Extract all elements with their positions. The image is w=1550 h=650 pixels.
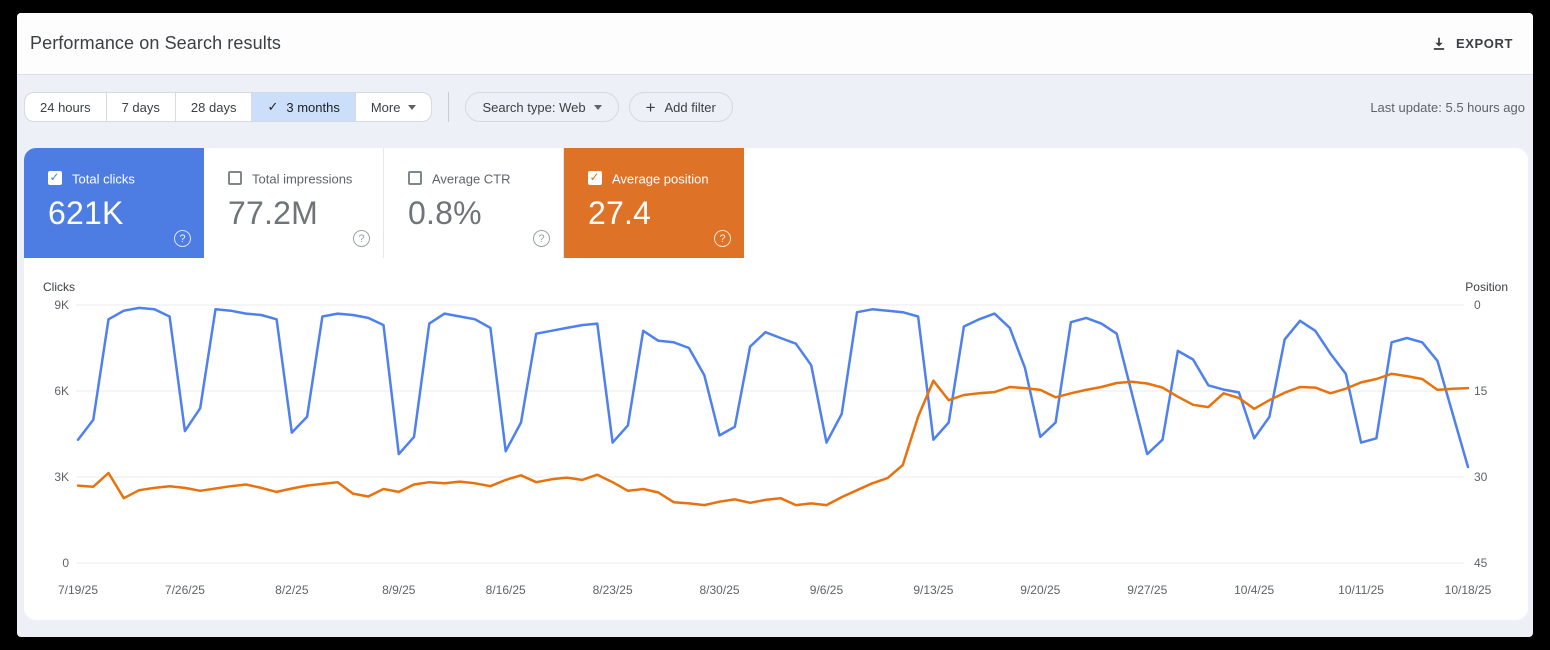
svg-text:7/26/25: 7/26/25 bbox=[165, 583, 205, 597]
svg-text:8/9/25: 8/9/25 bbox=[382, 583, 416, 597]
range-3-months[interactable]: ✓ 3 months bbox=[252, 93, 356, 121]
svg-text:30: 30 bbox=[1474, 470, 1488, 484]
metric-card-average-position[interactable]: Average position 27.4 ? bbox=[564, 148, 744, 258]
svg-text:8/23/25: 8/23/25 bbox=[593, 583, 633, 597]
metric-value: 27.4 bbox=[588, 195, 652, 231]
performance-panel: Total clicks 621K ? Total impressions 77… bbox=[24, 148, 1528, 620]
metric-value: 0.8% bbox=[408, 195, 482, 231]
checkbox-icon[interactable] bbox=[408, 170, 422, 185]
plus-icon: + bbox=[645, 97, 656, 117]
svg-text:45: 45 bbox=[1474, 556, 1488, 570]
svg-text:9/20/25: 9/20/25 bbox=[1020, 583, 1060, 597]
search-console-performance-page: Performance on Search results EXPORT 24 … bbox=[17, 13, 1533, 637]
svg-text:9/13/25: 9/13/25 bbox=[913, 583, 953, 597]
metric-card-total-clicks[interactable]: Total clicks 621K ? bbox=[24, 148, 204, 258]
metric-value: 77.2M bbox=[228, 195, 318, 231]
chevron-down-icon bbox=[408, 104, 417, 110]
svg-text:0: 0 bbox=[62, 556, 69, 570]
search-type-filter[interactable]: Search type: Web bbox=[465, 92, 619, 122]
help-icon[interactable]: ? bbox=[533, 230, 550, 247]
last-update-text: Last update: 5.5 hours ago bbox=[1370, 99, 1525, 115]
svg-text:Clicks: Clicks bbox=[43, 280, 75, 294]
svg-text:10/4/25: 10/4/25 bbox=[1234, 583, 1274, 597]
svg-text:9/6/25: 9/6/25 bbox=[810, 583, 844, 597]
metric-cards: Total clicks 621K ? Total impressions 77… bbox=[24, 148, 744, 258]
page-header: Performance on Search results EXPORT bbox=[17, 13, 1533, 75]
range-more[interactable]: More bbox=[356, 93, 432, 121]
add-filter-button[interactable]: + Add filter bbox=[628, 92, 733, 122]
performance-chart[interactable]: 9K 0 6K 15 3K 30 0 45 Clicks Position 7/19/25 7/26/… bbox=[24, 258, 1528, 620]
checkbox-icon[interactable] bbox=[48, 170, 62, 185]
checkbox-icon[interactable] bbox=[228, 170, 242, 185]
svg-text:7/19/25: 7/19/25 bbox=[58, 583, 98, 597]
checkmark-icon: ✓ bbox=[267, 99, 279, 114]
svg-text:10/18/25: 10/18/25 bbox=[1445, 583, 1492, 597]
svg-text:8/2/25: 8/2/25 bbox=[275, 583, 309, 597]
export-label: EXPORT bbox=[1455, 36, 1513, 51]
metric-card-average-ctr[interactable]: Average CTR 0.8% ? bbox=[384, 148, 564, 258]
divider bbox=[448, 92, 450, 122]
help-icon[interactable]: ? bbox=[174, 230, 191, 247]
svg-text:8/30/25: 8/30/25 bbox=[700, 583, 740, 597]
metric-card-total-impressions[interactable]: Total impressions 77.2M ? bbox=[204, 148, 384, 258]
metric-value: 621K bbox=[48, 195, 124, 231]
range-7-days[interactable]: 7 days bbox=[107, 93, 176, 121]
range-28-days[interactable]: 28 days bbox=[176, 93, 253, 121]
svg-text:0: 0 bbox=[1474, 298, 1481, 312]
chevron-down-icon bbox=[593, 104, 602, 110]
export-button[interactable]: EXPORT bbox=[1421, 30, 1523, 58]
date-range-group: 24 hours 7 days 28 days ✓ 3 months More bbox=[24, 92, 433, 122]
svg-text:10/11/25: 10/11/25 bbox=[1338, 583, 1384, 597]
checkbox-icon[interactable] bbox=[588, 170, 602, 185]
svg-text:6K: 6K bbox=[54, 384, 69, 398]
page-title: Performance on Search results bbox=[30, 33, 282, 53]
range-24-hours[interactable]: 24 hours bbox=[25, 93, 107, 121]
svg-text:Position: Position bbox=[1465, 280, 1508, 294]
svg-text:3K: 3K bbox=[54, 470, 69, 484]
help-icon[interactable]: ? bbox=[714, 230, 731, 247]
help-icon[interactable]: ? bbox=[353, 230, 370, 247]
download-icon bbox=[1431, 36, 1447, 52]
svg-text:15: 15 bbox=[1474, 384, 1488, 398]
svg-text:9K: 9K bbox=[54, 298, 69, 312]
svg-text:8/16/25: 8/16/25 bbox=[486, 583, 526, 597]
svg-text:9/27/25: 9/27/25 bbox=[1127, 583, 1167, 597]
filter-bar: 24 hours 7 days 28 days ✓ 3 months More … bbox=[24, 92, 1525, 122]
